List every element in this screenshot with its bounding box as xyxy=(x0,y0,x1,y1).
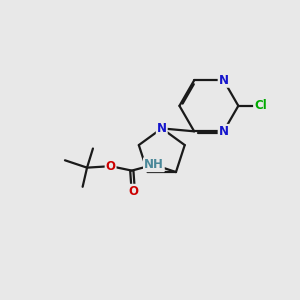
Text: NH: NH xyxy=(144,158,164,171)
Text: O: O xyxy=(106,160,116,173)
Text: N: N xyxy=(219,74,229,87)
Text: Cl: Cl xyxy=(254,99,267,112)
Text: N: N xyxy=(219,125,229,138)
Text: N: N xyxy=(157,122,167,135)
Text: O: O xyxy=(128,185,138,198)
